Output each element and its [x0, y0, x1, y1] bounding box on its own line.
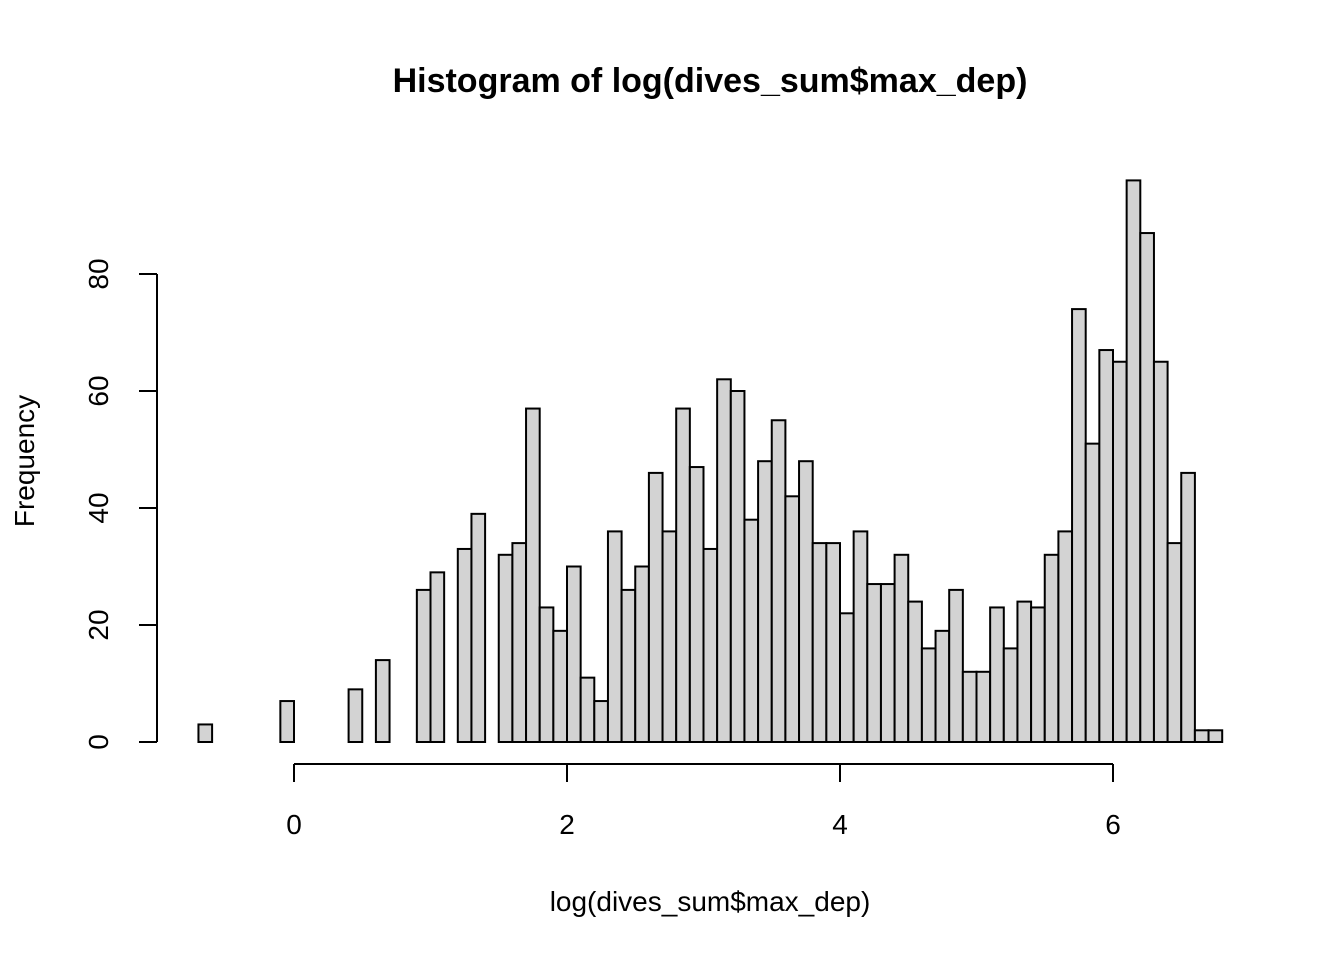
histogram-bar	[989, 606, 1005, 744]
histogram-bar	[839, 612, 855, 743]
histogram-bar	[579, 676, 596, 744]
histogram-bar	[661, 530, 678, 744]
histogram-bar	[497, 553, 514, 743]
histogram-bar	[538, 606, 555, 744]
histogram-bar	[866, 583, 882, 743]
histogram-bar	[975, 670, 992, 743]
histogram-bar	[879, 583, 896, 743]
histogram-bar	[525, 407, 541, 743]
histogram-bars	[197, 179, 1224, 744]
histogram-bar	[415, 588, 432, 744]
histogram-bar	[961, 670, 978, 743]
histogram-bar	[948, 588, 964, 744]
y-axis: 0 20 40 60 80	[83, 258, 158, 750]
y-tick-label: 60	[83, 375, 114, 406]
x-tick-label: 4	[832, 809, 848, 840]
histogram-bar	[647, 471, 664, 743]
x-tick-label: 2	[559, 809, 575, 840]
histogram-bar	[688, 466, 705, 743]
histogram-bar	[852, 530, 869, 744]
histogram-bar	[347, 688, 364, 743]
y-tick-label: 0	[83, 734, 114, 750]
y-axis-label: Frequency	[9, 395, 40, 527]
histogram-bar	[197, 723, 214, 744]
histogram-bar	[893, 553, 910, 743]
histogram-bar	[702, 547, 719, 744]
histogram-bar	[934, 629, 951, 743]
histogram-bar	[675, 407, 691, 743]
histogram-bar	[1030, 606, 1046, 744]
histogram-bar	[1098, 349, 1114, 743]
histogram-bar	[1139, 232, 1155, 744]
x-tick-label: 0	[286, 809, 302, 840]
histogram-bar	[1112, 360, 1128, 743]
histogram-bar	[511, 542, 528, 743]
histogram-bar	[620, 588, 637, 744]
histogram-bar	[1057, 530, 1074, 744]
histogram-bar	[770, 419, 787, 743]
histogram-bar	[1084, 442, 1101, 743]
histogram-bar	[470, 512, 487, 743]
histogram-bar	[606, 530, 623, 744]
x-tick-label: 6	[1105, 809, 1121, 840]
histogram-bar	[456, 547, 473, 744]
histogram-bar	[1180, 471, 1196, 743]
histogram-bar	[1043, 553, 1060, 743]
histogram-bar	[1193, 729, 1210, 743]
y-tick-label: 40	[83, 492, 114, 523]
histogram-bar	[716, 378, 732, 743]
histogram-bar	[1166, 542, 1183, 743]
histogram-bar	[757, 460, 773, 743]
histogram-bar	[920, 647, 937, 744]
histogram-bar	[907, 600, 923, 743]
histogram-bar	[743, 518, 760, 744]
histogram-bar	[374, 659, 391, 743]
histogram-bar	[634, 565, 650, 743]
histogram-bar	[566, 565, 582, 743]
histogram-bar	[552, 629, 568, 743]
x-axis: 0 2 4 6	[286, 763, 1121, 840]
chart-title: Histogram of log(dives_sum$max_dep)	[393, 62, 1028, 100]
y-tick-label: 80	[83, 258, 114, 289]
histogram-bar	[1071, 308, 1087, 743]
histogram-bar	[429, 571, 446, 743]
histogram-bar	[1002, 647, 1019, 744]
histogram-bar	[1016, 600, 1033, 743]
histogram-bar	[825, 542, 841, 743]
histogram-bar	[784, 495, 801, 743]
histogram-bar	[798, 460, 814, 743]
histogram-bar	[1152, 360, 1169, 743]
histogram-bar	[279, 700, 296, 743]
histogram-bar	[1125, 179, 1142, 743]
histogram-bar	[729, 390, 746, 743]
histogram-bar	[1207, 729, 1224, 743]
x-axis-label: log(dives_sum$max_dep)	[550, 886, 871, 917]
histogram-bar	[593, 700, 609, 743]
histogram-bar	[811, 542, 828, 743]
y-tick-label: 20	[83, 609, 114, 640]
